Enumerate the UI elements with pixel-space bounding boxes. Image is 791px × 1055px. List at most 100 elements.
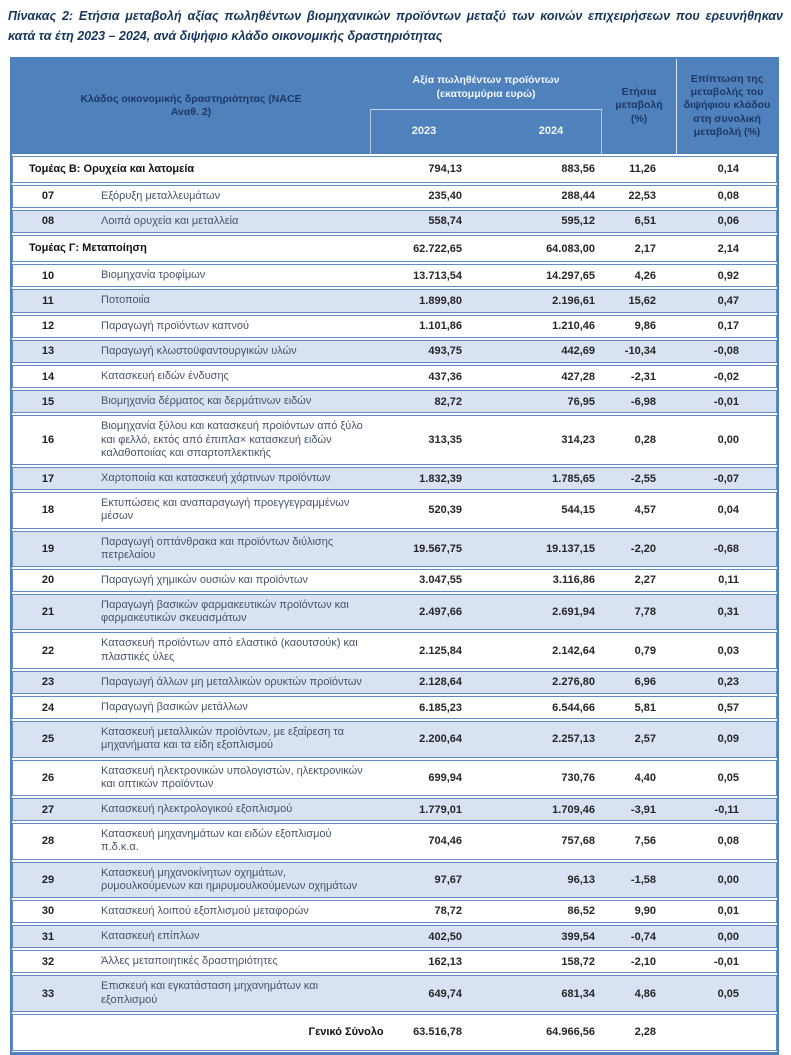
cell-annual-change: 4,26 [603, 266, 677, 286]
cell-2024: 730,76 [477, 768, 603, 788]
cell-2023: 2.497,66 [371, 602, 477, 622]
row-code: 17 [13, 469, 75, 489]
cell-impact: 0,57 [677, 698, 776, 718]
cell-2024: 399,54 [477, 927, 603, 947]
cell-annual-change: 5,81 [603, 698, 677, 718]
page-title: Πίνακας 2: Ετήσια μεταβολή αξίας πωληθέν… [8, 6, 783, 47]
cell-annual-change: -2,31 [603, 367, 677, 387]
cell-annual-change: 2,27 [603, 570, 677, 590]
row-label: Γενικό Σύνολο [170, 1015, 528, 1050]
cell-2024: 544,15 [477, 500, 603, 520]
row-code: 07 [13, 186, 75, 206]
header-activity-label: Κλάδος οικονομικής δραστηριότητας (NACE … [66, 93, 316, 119]
cell-impact [677, 1021, 776, 1043]
cell-2023: 62.722,65 [371, 237, 477, 261]
row-label: Παραγωγή βασικών φαρμακευτικών προϊόντων… [75, 595, 371, 629]
cell-impact: -0,02 [677, 367, 776, 387]
row-label: Άλλες μεταποιητικές δραστηριότητες [75, 951, 371, 972]
cell-annual-change: -1,58 [603, 870, 677, 890]
cell-2024: 76,95 [477, 392, 603, 412]
cell-2023: 2.125,84 [371, 641, 477, 661]
cell-2023: 1.899,80 [371, 291, 477, 311]
cell-annual-change: 11,26 [603, 157, 677, 181]
cell-impact: 0,14 [677, 157, 776, 181]
cell-impact: 0,04 [677, 500, 776, 520]
row-label: Παραγωγή βασικών μετάλλων [75, 697, 371, 718]
cell-2024: 2.142,64 [477, 641, 603, 661]
row-code: 33 [13, 984, 75, 1004]
cell-2023: 1.779,01 [371, 800, 477, 820]
cell-impact: 0,92 [677, 266, 776, 286]
cell-annual-change: -10,34 [603, 341, 677, 361]
header-value-group: Αξία πωληθέντων προϊόντων (εκατομμύρια ε… [370, 59, 602, 154]
row-code: 30 [13, 901, 75, 921]
cell-impact: 0,31 [677, 602, 776, 622]
row-code: 11 [13, 291, 75, 311]
row-label: Παραγωγή οπτάνθρακα και προϊόντων διύλισ… [75, 532, 371, 566]
cell-annual-change: 6,51 [603, 211, 677, 231]
row-label: Εξόρυξη μεταλλευμάτων [75, 186, 371, 207]
cell-annual-change: 22,53 [603, 186, 677, 206]
cell-2023: 1.101,86 [371, 316, 477, 336]
cell-impact: -0,11 [677, 800, 776, 820]
row-label: Κατασκευή ηλεκτρονικών υπολογιστών, ηλεκ… [75, 761, 371, 795]
cell-2023: 3.047,55 [371, 570, 477, 590]
cell-2024: 158,72 [477, 952, 603, 972]
cell-2024: 86,52 [477, 901, 603, 921]
row-code: 15 [13, 392, 75, 412]
cell-impact: 0,01 [677, 901, 776, 921]
cell-impact: 0,00 [677, 430, 776, 450]
row-label: Βιομηχανία δέρματος και δερμάτινων ειδών [75, 391, 371, 412]
cell-impact: 0,03 [677, 641, 776, 661]
cell-impact: -0,01 [677, 392, 776, 412]
header-annual-change: Ετήσια μεταβολή (%) [602, 59, 676, 154]
cell-annual-change: -6,98 [603, 392, 677, 412]
cell-2023: 699,94 [371, 768, 477, 788]
cell-2024: 2.257,13 [477, 729, 603, 749]
cell-2023: 704,46 [371, 831, 477, 851]
row-code: 14 [13, 367, 75, 387]
cell-2023: 162,13 [371, 952, 477, 972]
cell-annual-change: 2,28 [603, 1015, 677, 1049]
row-code: 20 [13, 570, 75, 590]
cell-annual-change: 4,40 [603, 768, 677, 788]
cell-impact: 0,06 [677, 211, 776, 231]
cell-2024: 6.544,66 [477, 698, 603, 718]
cell-2023: 493,75 [371, 341, 477, 361]
cell-2024: 14.297,65 [477, 266, 603, 286]
cell-2024: 442,69 [477, 341, 603, 361]
cell-2023: 313,35 [371, 430, 477, 450]
cell-impact: 0,17 [677, 316, 776, 336]
row-code: 27 [13, 800, 75, 820]
row-code: 29 [13, 870, 75, 890]
cell-impact: 0,00 [677, 870, 776, 890]
cell-impact: 0,08 [677, 831, 776, 851]
row-label: Ποτοποιία [75, 290, 371, 311]
cell-annual-change: 9,90 [603, 901, 677, 921]
cell-impact: -0,01 [677, 952, 776, 972]
cell-annual-change: -0,74 [603, 927, 677, 947]
cell-2023: 13.713,54 [371, 266, 477, 286]
cell-annual-change: -2,10 [603, 952, 677, 972]
cell-2024: 2.196,61 [477, 291, 603, 311]
row-label: Παραγωγή κλωστοϋφαντουργικών υλών [75, 341, 371, 362]
row-label: Επισκευή και εγκατάσταση μηχανημάτων και… [75, 976, 371, 1010]
